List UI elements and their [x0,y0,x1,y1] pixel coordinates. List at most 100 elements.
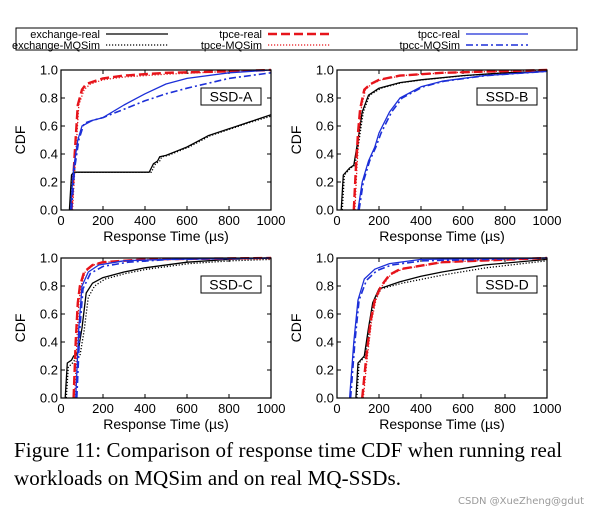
legend-label: tpce-real [219,29,262,41]
x-tick-label: 600 [452,213,474,228]
y-tick-label: 0.2 [40,175,58,190]
x-tick-label: 400 [134,213,156,228]
figure-caption: Figure 11: Comparison of response time C… [14,438,563,490]
x-tick-label: 1000 [257,213,286,228]
x-tick-label: 200 [368,401,390,416]
x-tick-label: 400 [134,401,156,416]
y-tick-label: 0.6 [40,119,58,134]
series-line [65,258,272,399]
panel-title-box [476,87,538,106]
series-line [361,256,548,399]
series-line [70,68,272,211]
series-line [69,69,272,211]
y-tick-label: 0.6 [316,119,334,134]
y-tick-label: 0.0 [316,203,334,218]
x-tick-label: 0 [57,213,64,228]
y-tick-label: 0.6 [40,307,58,322]
y-tick-label: 0.0 [40,391,58,406]
chart-panel: 0 200 400 600 800 1000 0.0 0.2 0.4 0.6 0.8 1.0 SSD-D… [288,251,561,433]
y-tick-label: 0.6 [316,307,334,322]
panel-title: SSD-C [209,277,253,293]
legend-label: tpcc-real [418,29,460,41]
y-tick-label: 0.4 [40,335,58,350]
y-tick-label: 0.8 [40,279,58,294]
y-axis-label: CDF [12,314,28,343]
series-line [348,257,548,399]
x-axis-label: Response Time (µs) [103,228,229,244]
y-tick-label: 0.0 [316,391,334,406]
y-tick-label: 0.4 [316,335,334,350]
y-tick-label: 1.0 [316,63,334,78]
y-tick-label: 1.0 [40,251,58,266]
y-tick-label: 0.2 [316,175,334,190]
x-tick-label: 800 [494,401,516,416]
x-tick-label: 800 [494,213,516,228]
y-tick-label: 0.2 [40,363,58,378]
panel-title: SSD-B [486,89,529,105]
x-tick-label: 200 [92,213,114,228]
series-line [341,70,548,211]
series-line [349,257,548,399]
series-line [70,72,272,211]
series-line [358,70,548,211]
plot-frame [336,69,548,211]
panel-title-box [200,275,262,294]
y-tick-label: 0.0 [40,203,58,218]
series-line [76,257,272,399]
panel-title-box [476,275,538,294]
watermark: CSDN @XueZheng@gdut [457,496,584,507]
x-tick-label: 800 [218,401,240,416]
x-axis-label: Response Time (µs) [379,416,505,432]
legend-box [15,27,578,51]
x-tick-label: 0 [333,401,340,416]
x-axis-label: Response Time (µs) [103,416,229,432]
y-tick-label: 0.2 [316,363,334,378]
x-tick-label: 1000 [533,401,562,416]
y-tick-label: 1.0 [316,251,334,266]
y-tick-label: 1.0 [40,63,58,78]
plot-frame [336,257,548,399]
y-tick-label: 0.8 [316,91,334,106]
plot-frame [60,257,272,399]
x-tick-label: 600 [452,401,474,416]
panel-title: SSD-A [210,89,253,105]
chart-panel: 0 200 400 600 800 1000 0.0 0.2 0.4 0.6 0.8 1.0 SSD-A… [12,63,285,245]
series-line [357,70,548,211]
x-tick-label: 600 [176,401,198,416]
y-tick-label: 0.8 [316,279,334,294]
x-tick-label: 600 [176,213,198,228]
x-tick-label: 1000 [257,401,286,416]
chart-panel: 0 200 400 600 800 1000 0.0 0.2 0.4 0.6 0.8 1.0 SSD-C… [12,251,285,433]
x-tick-label: 200 [368,213,390,228]
x-tick-label: 0 [333,213,340,228]
x-tick-label: 1000 [533,213,562,228]
legend-label: exchange-MQSim [12,40,100,52]
series-line [352,68,548,211]
y-axis-label: CDF [288,314,304,343]
panel-title: SSD-D [485,277,529,293]
series-line [71,69,272,211]
plot-frame [60,69,272,211]
legend-label: tpcc-MQSim [400,40,461,52]
x-axis-label: Response Time (µs) [379,228,505,244]
series-line [68,114,272,211]
x-tick-label: 400 [410,213,432,228]
y-axis-label: CDF [288,126,304,155]
legend-label: tpce-MQSim [201,40,262,52]
panel-title-box [200,87,262,106]
x-tick-label: 800 [218,213,240,228]
x-tick-label: 0 [57,401,64,416]
x-tick-label: 200 [92,401,114,416]
legend-label: exchange-real [30,29,100,41]
y-tick-label: 0.4 [316,147,334,162]
series-line [362,257,548,399]
series-line [340,70,548,211]
y-axis-label: CDF [12,126,28,155]
series-line [69,115,272,211]
series-line [64,257,272,399]
chart-panel: 0 200 400 600 800 1000 0.0 0.2 0.4 0.6 0.8 1.0 SSD-B… [288,63,561,245]
y-tick-label: 0.4 [40,147,58,162]
